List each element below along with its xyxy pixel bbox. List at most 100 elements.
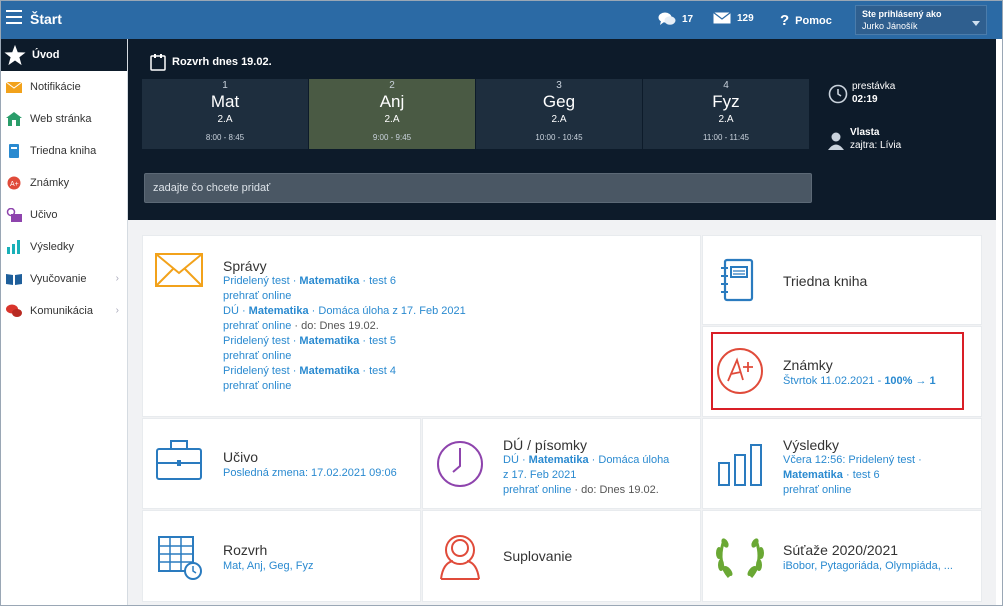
grade-line[interactable]: Štvrtok 11.02.2021 - 100% → 1 [783, 375, 936, 387]
sidebar-item-uvod[interactable]: Úvod [0, 39, 127, 71]
result-line[interactable]: Včera 12:56: Pridelený test · [783, 454, 922, 466]
substitute-person-icon [440, 535, 480, 580]
period-subject: Geg [542, 92, 576, 111]
sidebar-item-notifikacie[interactable]: Notifikácie [0, 71, 127, 103]
person-name: Vlasta [850, 127, 880, 138]
add-item-input[interactable] [144, 173, 812, 203]
card-title: DÚ / písomky [503, 437, 588, 453]
ucivo-card[interactable]: Učivo Posledná zmena: 17.02.2021 09:06 [142, 418, 421, 509]
last-change: Posledná zmena: 17.02.2021 09:06 [223, 467, 397, 479]
app-title: Štart [30, 11, 62, 27]
person-info: Vlasta zajtra: Lívia [828, 127, 901, 151]
homework-online[interactable]: prehrať online · do: Dnes 19.02. [503, 484, 659, 496]
login-label: Ste prihlásený ako [862, 9, 942, 19]
play-online-link[interactable]: prehrať online [223, 350, 292, 362]
period-number: 1 [222, 80, 228, 91]
znamky-card[interactable]: Známky Štvrtok 11.02.2021 - 100% → 1 [702, 326, 982, 417]
grade-a-plus-icon [717, 348, 763, 394]
triedna-kniha-card[interactable]: Triedna kniha [702, 235, 982, 325]
envelope-icon [6, 81, 22, 93]
message-line[interactable]: prehrať online · do: Dnes 19.02. [223, 320, 379, 332]
sidebar-item-znamky[interactable]: A+ Známky [0, 167, 127, 199]
sidebar-item-label: Výsledky [30, 241, 75, 253]
subjects-list: Mat, Anj, Geg, Fyz [223, 560, 314, 572]
period-class: 2.A [551, 114, 567, 125]
sutaze-card[interactable]: Súťaže 2020/2021 iBobor, Pytagoriáda, Ol… [702, 510, 982, 602]
card-title: Učivo [223, 449, 259, 465]
play-online-link[interactable]: prehrať online [223, 290, 292, 302]
card-title: Súťaže 2020/2021 [783, 542, 899, 558]
period-time: 8:00 - 8:45 [205, 133, 245, 142]
sidebar-item-komunikacia[interactable]: Komunikácia › [0, 295, 127, 327]
person-icon [828, 132, 844, 150]
star-icon [4, 44, 26, 66]
period-number: 4 [723, 80, 729, 91]
messages-button[interactable]: 17 [658, 12, 693, 26]
play-online-link[interactable]: prehrať online [783, 484, 852, 496]
schedule-title-text: Rozvrh dnes 19.02. [172, 56, 272, 68]
play-online-link[interactable]: prehrať online [223, 380, 292, 392]
period-2[interactable]: 2 Anj 2.A 9:00 - 9:45 [309, 79, 475, 149]
sidebar-item-triedna-kniha[interactable]: Triedna kniha [0, 135, 127, 167]
break-label: prestávka [852, 81, 896, 92]
sidebar-item-web-stranka[interactable]: Web stránka [0, 103, 127, 135]
home-icon [6, 112, 22, 126]
message-line[interactable]: Pridelený test · Matematika · test 4 [223, 365, 397, 377]
dashboard-content: Správy Pridelený test · Matematika · tes… [128, 220, 996, 606]
sidebar-item-vyucovanie[interactable]: Vyučovanie › [0, 263, 127, 295]
message-line[interactable]: Pridelený test · Matematika · test 6 [223, 275, 397, 287]
timetable-icon [158, 536, 202, 580]
card-title: Rozvrh [223, 542, 268, 558]
notebook-icon [721, 258, 754, 302]
period-1[interactable]: 1 Mat 2.A 8:00 - 8:45 [142, 79, 308, 149]
du-card[interactable]: DÚ / písomky DÚ · Matematika · Domáca úl… [422, 418, 701, 509]
rozvrh-card[interactable]: Rozvrh Mat, Anj, Geg, Fyz [142, 510, 421, 602]
period-class: 2.A [718, 114, 734, 125]
sidebar-item-label: Web stránka [30, 113, 92, 125]
chevron-right-icon: › [115, 273, 119, 284]
homework-date: z 17. Feb 2021 [503, 469, 577, 481]
user-dropdown[interactable]: Ste prihlásený ako Jurko Jánošík [855, 5, 987, 35]
break-time: 02:19 [852, 94, 878, 105]
result-subject[interactable]: Matematika · test 6 [783, 469, 880, 481]
card-title: Suplovanie [503, 548, 573, 564]
period-4[interactable]: 4 Fyz 2.A 11:00 - 11:45 [643, 79, 809, 149]
period-subject: Anj [379, 92, 405, 111]
sidebar-item-ucivo[interactable]: Učivo [0, 199, 127, 231]
menu-icon[interactable] [6, 10, 22, 24]
sidebar-item-label: Notifikácie [30, 81, 81, 93]
break-info: prestávka 02:19 [828, 81, 895, 105]
person-sub: zajtra: Lívia [850, 140, 902, 151]
vysledky-card[interactable]: Výsledky Včera 12:56: Pridelený test · M… [702, 418, 982, 509]
help-label: Pomoc [795, 14, 832, 27]
chat-bubbles-icon [658, 12, 676, 25]
chevron-right-icon: › [115, 305, 119, 316]
spravy-card[interactable]: Správy Pridelený test · Matematika · tes… [142, 235, 701, 417]
suplovanie-card[interactable]: Suplovanie [422, 510, 701, 602]
message-line[interactable]: Pridelený test · Matematika · test 5 [223, 335, 397, 347]
sidebar-item-label: Vyučovanie [30, 273, 87, 285]
briefcase-icon [6, 208, 22, 222]
period-subject: Fyz [712, 92, 740, 111]
homework-line[interactable]: DÚ · Matematika · Domáca úloha [503, 454, 670, 466]
sidebar-item-vysledky[interactable]: Výsledky [0, 231, 127, 263]
envelope-icon [155, 253, 203, 287]
card-title: Triedna kniha [783, 273, 868, 289]
laurel-wreath-icon [716, 538, 764, 578]
sidebar-item-label: Triedna kniha [30, 145, 97, 157]
sidebar-item-label: Učivo [30, 209, 58, 221]
period-time: 11:00 - 11:45 [703, 133, 749, 142]
user-name: Jurko Jánošík [862, 21, 918, 31]
clock-icon [828, 84, 848, 104]
card-title: Správy [223, 258, 267, 274]
mail-button[interactable]: 129 [713, 12, 754, 24]
competitions-list[interactable]: iBobor, Pytagoriáda, Olympiáda, ... [783, 560, 953, 572]
period-3[interactable]: 3 Geg 2.A 10:00 - 10:45 [476, 79, 642, 149]
chat-icon [6, 304, 22, 317]
message-line[interactable]: DÚ · Matematika · Domáca úloha z 17. Feb… [223, 305, 466, 317]
card-title: Známky [783, 357, 833, 373]
top-bar: Štart 17 129 ? Pomoc Ste prihlásený ako … [0, 0, 1003, 39]
card-title: Výsledky [783, 437, 840, 453]
book-icon [6, 274, 22, 285]
help-button[interactable]: ? Pomoc [780, 12, 832, 29]
